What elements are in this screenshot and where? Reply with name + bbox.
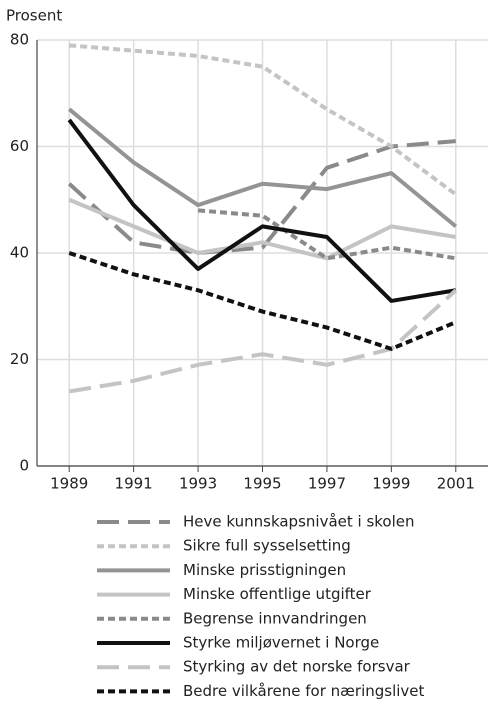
y-tick-label: 80 [10, 31, 29, 49]
x-tick-label: 1991 [115, 475, 153, 493]
series-line [68, 197, 457, 261]
legend-label: Minske offentlige utgifter [183, 585, 372, 603]
y-tick-label: 60 [10, 137, 29, 155]
legend-label: Styrke miljøvernet i Norge [183, 634, 379, 652]
series-line [69, 43, 457, 197]
series-line [68, 251, 457, 351]
x-tick-label: 1989 [50, 475, 88, 493]
y-tick-label: 0 [19, 457, 29, 475]
legend-label: Styrking av det norske forsvar [183, 658, 411, 676]
legend-label: Heve kunnskapsnivået i skolen [183, 513, 415, 531]
legend-label: Minske prisstigningen [183, 561, 346, 579]
legend-label: Begrense innvandringen [183, 609, 367, 627]
series-line [67, 118, 457, 303]
legend-label: Sikre full sysselsetting [183, 537, 351, 555]
legend-label: Bedre vilkårene for næringslivet [183, 682, 425, 700]
y-tick-label: 20 [10, 350, 29, 368]
x-tick-label: 1997 [308, 475, 346, 493]
x-tick-label: 1999 [372, 475, 410, 493]
x-tick-label: 1995 [243, 475, 281, 493]
x-tick-label: 2001 [437, 475, 475, 493]
x-tick-label: 1993 [179, 475, 217, 493]
y-tick-label: 40 [10, 244, 29, 262]
y-axis-label: Prosent [6, 7, 62, 25]
series-line [67, 107, 458, 228]
